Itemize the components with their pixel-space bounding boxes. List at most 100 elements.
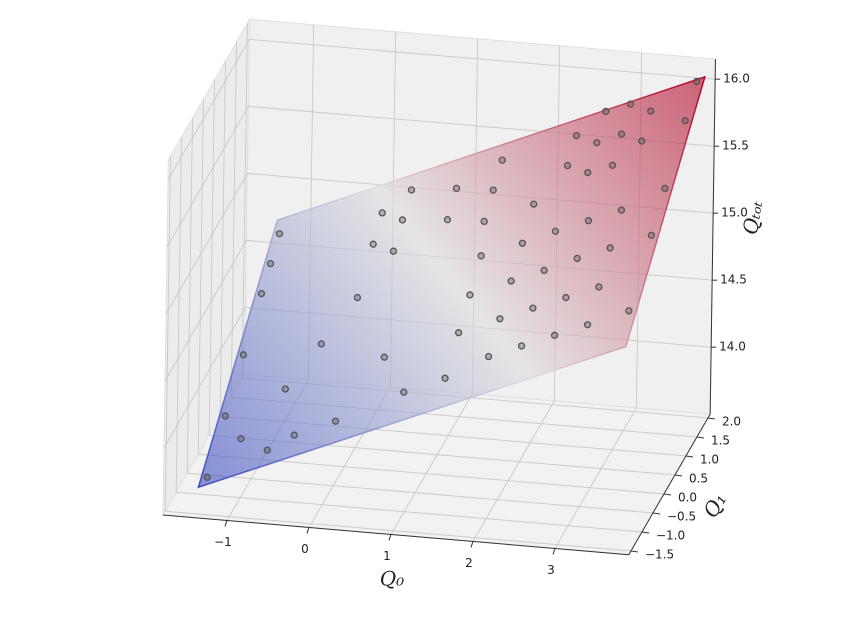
data-point [466,291,474,299]
data-point [221,412,229,420]
data-point [237,435,245,443]
data-point [257,289,266,298]
data-point [608,161,617,169]
data-point [290,431,298,439]
z-grid-line [167,38,716,181]
y-tick-label: 1.0 [700,452,719,466]
y-tick-mark [652,512,661,515]
data-point [626,100,635,108]
y-tick-mark [696,436,705,439]
data-point [263,446,271,454]
x-tick-mark [224,520,228,527]
data-point [681,117,689,125]
x-axis-label: Q₀ [380,567,404,591]
data-point [380,353,388,361]
data-point [407,186,416,194]
y-tick-label: 0.5 [689,471,708,485]
x-tick-label: 1 [383,549,391,563]
data-point [583,321,592,329]
data-point [353,293,362,302]
y-tick-mark [630,550,639,553]
data-point [452,184,461,193]
data-point [477,252,485,260]
y-grid-line [175,137,642,533]
data-point [389,247,398,255]
data-point [266,260,275,268]
y-grid-line [164,156,631,552]
data-point [530,200,538,208]
data-point [647,231,656,239]
y-tick-label: −0.5 [667,509,696,523]
data-point [441,374,449,382]
data-point [595,283,603,291]
data-point [203,473,211,481]
data-point [584,217,593,225]
y-grid-line [186,118,653,514]
data-point [563,161,572,170]
data-point [617,130,626,138]
y-axis-line [628,413,711,556]
data-point [551,227,560,235]
x-tick-mark [470,541,474,548]
z-tick-label: 15.0 [721,206,748,220]
data-point [529,304,537,312]
data-point [443,216,452,224]
data-point [593,139,601,147]
y-tick-mark [707,417,716,420]
y-tick-label: −1.5 [645,547,674,561]
x-tick-mark [552,548,556,555]
z-tick-label: 16.0 [723,72,750,86]
data-point [239,351,248,359]
data-point [584,168,592,177]
data-point [496,315,504,323]
z-axis-line [709,59,716,415]
x-tick-mark [388,534,392,541]
y-tick-mark [663,493,672,496]
data-point [602,107,610,116]
data-point [647,107,655,115]
z-axis-label: Qₜₒₜ [738,199,768,237]
data-point [398,216,407,224]
data-point [617,206,626,214]
data-point [369,240,377,248]
data-point [331,417,340,425]
z-tick-label: 15.5 [722,139,749,153]
data-point [606,244,614,252]
data-point [454,329,463,337]
data-point [275,230,284,238]
data-point [489,186,497,194]
x-axis-line [162,514,629,556]
x-tick-label: −1 [214,535,232,549]
data-point [518,239,527,247]
y-tick-mark [685,455,694,458]
z-tick-label: 14.5 [720,273,747,287]
surface [197,75,706,489]
y-tick-mark [674,474,683,477]
data-point [507,277,515,285]
data-point [540,266,548,275]
y-tick-label: 2.0 [722,414,741,428]
data-point [378,209,386,217]
y-tick-label: −1.0 [656,528,685,542]
y-tick-mark [641,531,650,534]
z-tick-label: 14.0 [719,340,746,354]
x-tick-label: 2 [465,556,473,570]
x-tick-label: 3 [547,563,555,577]
data-point [692,77,701,86]
y-tick-label: 1.5 [711,433,730,447]
data-point [317,340,326,348]
y-axis-label: Q₁ [698,489,731,522]
y-grid-line [197,99,664,495]
data-point [480,217,488,226]
data-point [550,331,559,339]
data-point [572,131,581,140]
data-point [517,342,526,350]
data-point [625,307,633,315]
data-point [661,184,669,193]
data-point [498,156,506,164]
y-grid-line [208,80,675,476]
data-point [400,388,408,396]
data-point [484,352,493,361]
